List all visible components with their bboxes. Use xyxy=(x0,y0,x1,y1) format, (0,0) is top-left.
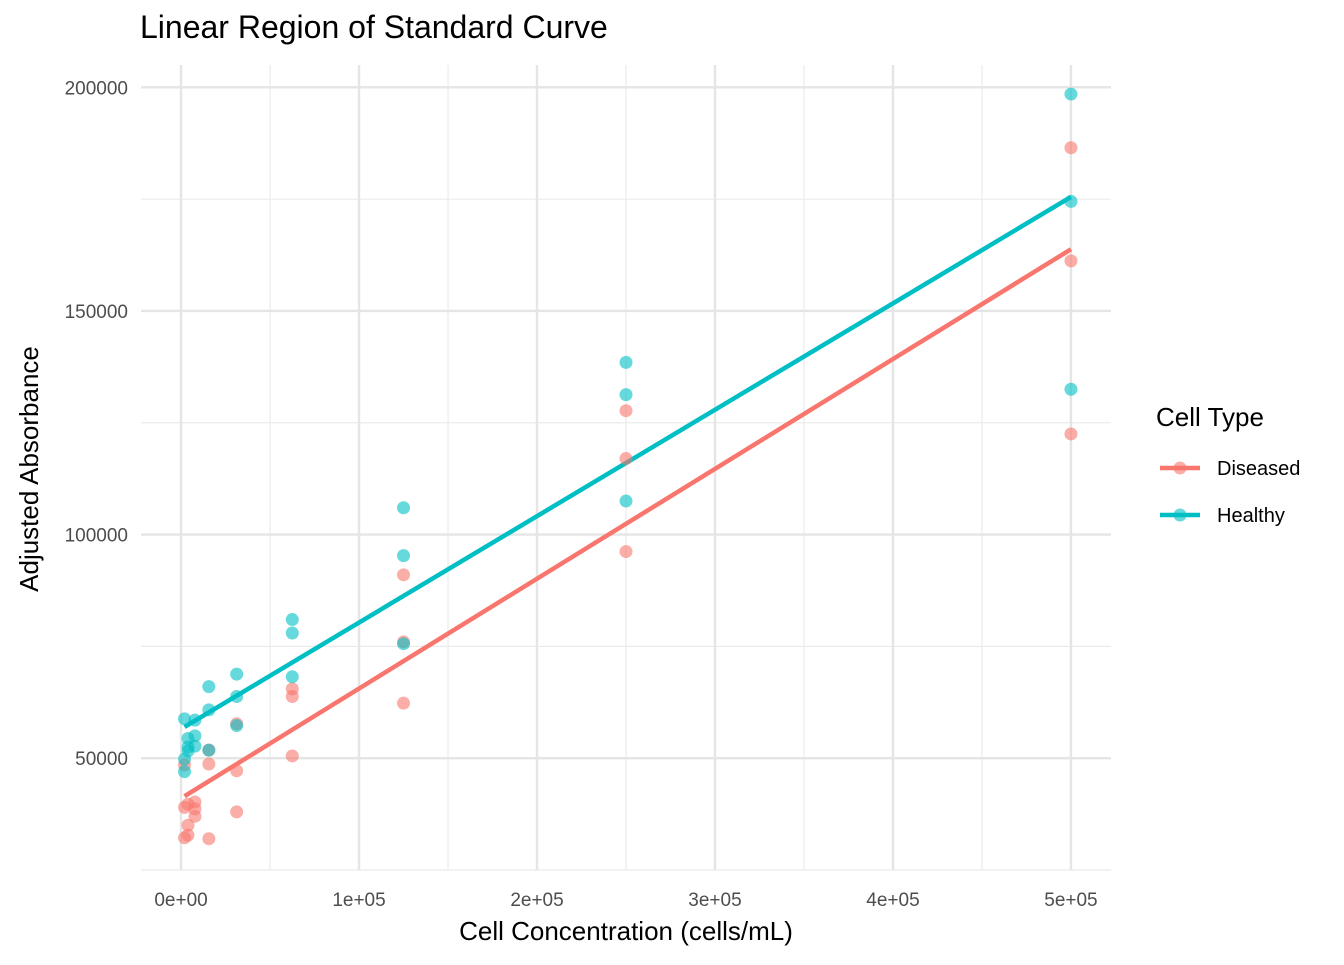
data-point-healthy xyxy=(202,703,216,717)
legend-key-point xyxy=(1173,461,1187,475)
data-point-healthy xyxy=(397,637,411,651)
data-point-diseased xyxy=(181,818,195,832)
x-tick-label: 3e+05 xyxy=(688,890,741,911)
y-tick-label: 100000 xyxy=(65,526,128,547)
data-point-healthy xyxy=(202,680,216,694)
y-tick-label: 200000 xyxy=(65,78,128,99)
data-point-healthy xyxy=(230,667,244,681)
legend-title: Cell Type xyxy=(1156,402,1264,432)
data-point-diseased xyxy=(181,828,195,842)
data-point-healthy xyxy=(397,549,411,563)
x-tick-label: 4e+05 xyxy=(866,890,919,911)
data-point-healthy xyxy=(230,689,244,703)
data-point-healthy xyxy=(619,388,633,402)
x-tick-label: 2e+05 xyxy=(510,890,563,911)
data-point-healthy xyxy=(188,729,202,743)
data-point-healthy xyxy=(619,355,633,369)
data-point-healthy xyxy=(202,743,216,757)
legend: Cell Type Diseased Healthy xyxy=(1156,402,1300,527)
grid-minor xyxy=(141,65,1111,871)
legend-item-diseased: Diseased xyxy=(1160,458,1300,480)
data-points xyxy=(178,87,1078,846)
data-point-healthy xyxy=(1064,382,1078,396)
data-point-diseased xyxy=(285,749,299,763)
data-point-healthy xyxy=(1064,194,1078,208)
data-point-diseased xyxy=(285,682,299,696)
data-point-healthy xyxy=(230,719,244,733)
legend-items: Diseased Healthy xyxy=(1160,458,1300,527)
y-tick-labels: 50000 100000 150000 200000 xyxy=(65,78,128,770)
data-point-diseased xyxy=(1064,427,1078,441)
x-axis-title: Cell Concentration (cells/mL) xyxy=(459,916,793,946)
data-point-healthy xyxy=(1064,87,1078,101)
data-point-healthy xyxy=(285,670,299,684)
x-tick-label: 0e+00 xyxy=(154,890,207,911)
data-point-diseased xyxy=(1064,141,1078,155)
legend-key-point xyxy=(1173,508,1187,522)
data-point-healthy xyxy=(285,613,299,627)
chart-title: Linear Region of Standard Curve xyxy=(140,9,608,45)
data-point-healthy xyxy=(285,626,299,640)
data-point-diseased xyxy=(188,795,202,809)
x-tick-label: 5e+05 xyxy=(1044,890,1097,911)
data-point-diseased xyxy=(1064,254,1078,268)
fit-line-diseased xyxy=(183,247,1073,799)
data-point-diseased xyxy=(397,568,411,582)
y-tick-label: 150000 xyxy=(65,302,128,323)
data-point-diseased xyxy=(619,545,633,559)
legend-label: Healthy xyxy=(1217,505,1285,527)
data-point-diseased xyxy=(619,452,633,466)
data-point-diseased xyxy=(397,696,411,710)
y-axis-title: Adjusted Absorbance xyxy=(14,346,44,592)
x-tick-labels: 0e+00 1e+05 2e+05 3e+05 4e+05 5e+05 xyxy=(154,890,1097,911)
data-point-healthy xyxy=(178,712,192,726)
x-tick-label: 1e+05 xyxy=(332,890,385,911)
data-point-diseased xyxy=(202,757,216,771)
data-point-healthy xyxy=(188,713,202,727)
data-point-diseased xyxy=(202,832,216,846)
legend-label: Diseased xyxy=(1217,458,1300,480)
legend-item-healthy: Healthy xyxy=(1160,505,1285,527)
data-point-diseased xyxy=(230,764,244,778)
data-point-healthy xyxy=(619,494,633,508)
data-point-healthy xyxy=(178,765,192,779)
data-point-diseased xyxy=(230,805,244,819)
data-point-healthy xyxy=(397,501,411,515)
y-tick-label: 50000 xyxy=(75,749,128,770)
data-point-healthy xyxy=(188,739,202,753)
data-point-diseased xyxy=(619,404,633,418)
